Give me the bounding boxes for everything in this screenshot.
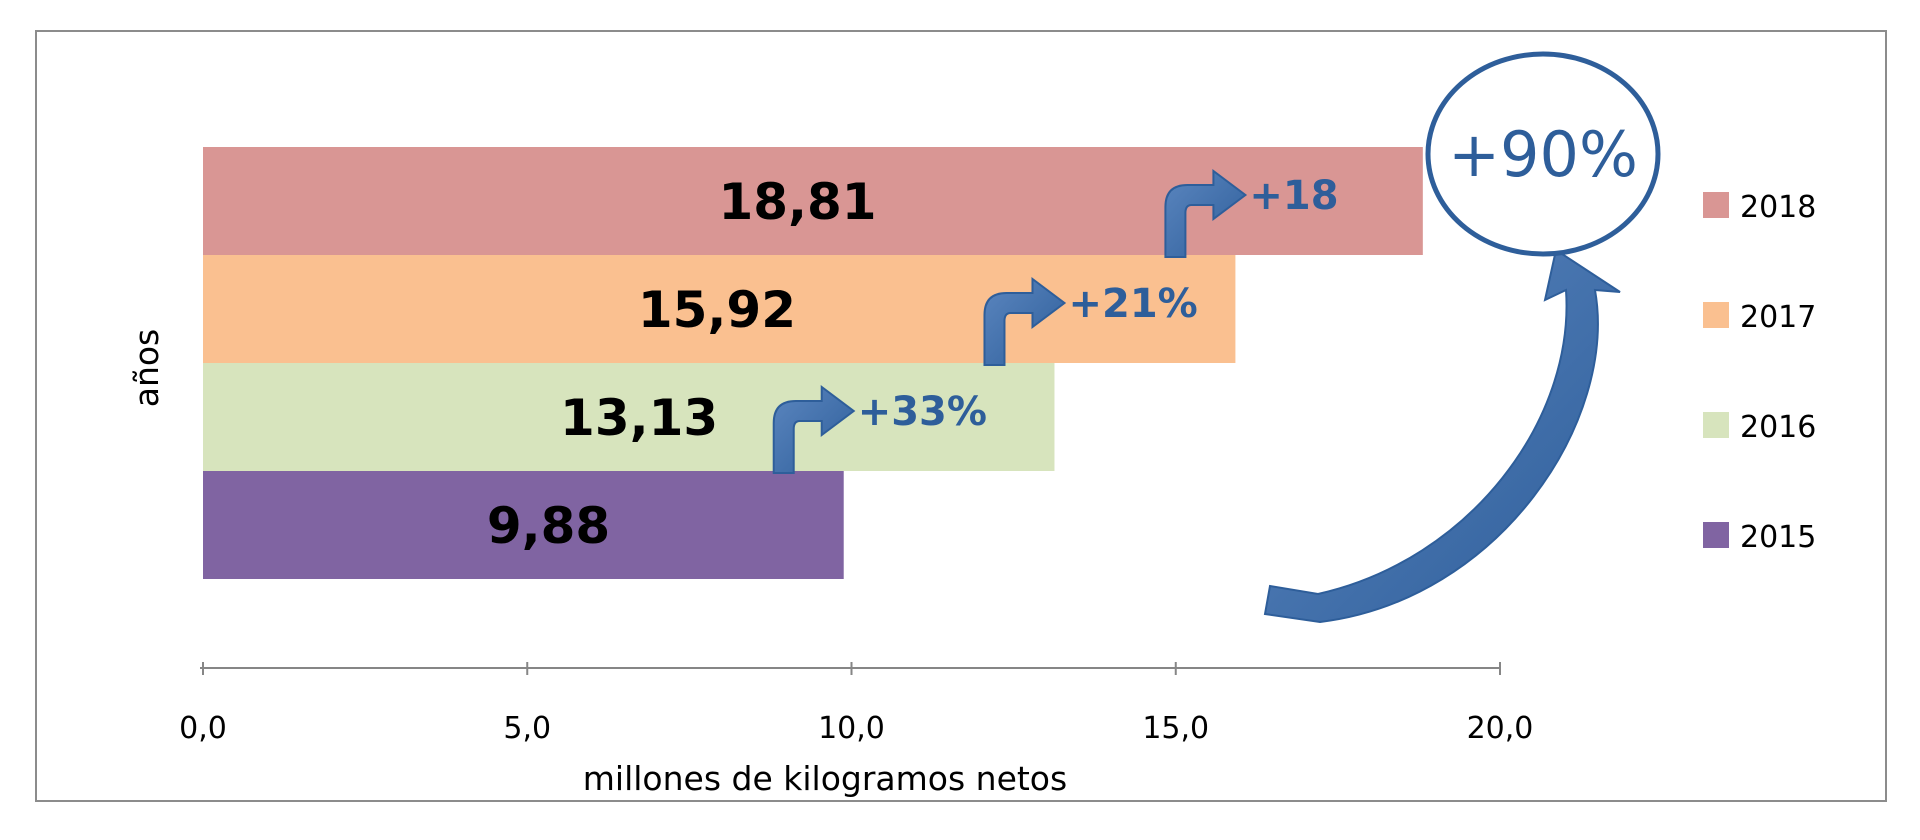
legend-swatch-2018 bbox=[1703, 192, 1729, 218]
legend-label-2017: 2017 bbox=[1740, 300, 1816, 335]
x-tick-label: 10,0 bbox=[818, 711, 885, 746]
bars bbox=[203, 147, 1423, 579]
growth-label-2018: +18 bbox=[1249, 173, 1338, 219]
legend-swatch-2016 bbox=[1703, 412, 1729, 438]
y-axis-title: años bbox=[127, 329, 166, 408]
growth-annotations: +33% +21% +18 bbox=[772, 169, 1339, 474]
bar-label-2016: 13,13 bbox=[560, 389, 718, 447]
bar-labels: 9,88 13,13 15,92 18,81 bbox=[487, 173, 877, 555]
legend-swatch-2015 bbox=[1703, 522, 1729, 548]
legend-label-2018: 2018 bbox=[1740, 190, 1816, 225]
x-tick-label: 0,0 bbox=[179, 711, 227, 746]
x-tick-label: 5,0 bbox=[503, 711, 551, 746]
x-ticks: 0,0 5,0 10,0 15,0 20,0 bbox=[179, 662, 1533, 746]
growth-label-2016: +33% bbox=[858, 389, 987, 435]
legend-label-2015: 2015 bbox=[1740, 520, 1816, 555]
x-axis-title: millones de kilogramos netos bbox=[583, 759, 1067, 798]
growth-label-2017: +21% bbox=[1068, 281, 1197, 327]
legend-swatch-2017 bbox=[1703, 302, 1729, 328]
x-tick-label: 20,0 bbox=[1467, 711, 1534, 746]
bar-label-2018: 18,81 bbox=[718, 173, 876, 231]
total-growth-ellipse bbox=[1425, 51, 1661, 257]
legend-label-2016: 2016 bbox=[1740, 410, 1816, 445]
total-growth-curved-arrow bbox=[1263, 248, 1621, 624]
bar-2017 bbox=[203, 255, 1236, 363]
legend: 2018 2017 2016 2015 bbox=[1703, 190, 1816, 555]
growth-arrow-2018 bbox=[1164, 169, 1248, 258]
x-tick-label: 15,0 bbox=[1142, 711, 1209, 746]
growth-arrow-2016 bbox=[772, 385, 856, 474]
bar-label-2015: 9,88 bbox=[487, 497, 610, 555]
bar-label-2017: 15,92 bbox=[638, 281, 796, 339]
bar-2016 bbox=[203, 363, 1055, 471]
growth-arrow-2017 bbox=[983, 277, 1067, 366]
total-growth-label: +90% bbox=[1448, 118, 1638, 191]
bar-2015 bbox=[203, 471, 844, 579]
